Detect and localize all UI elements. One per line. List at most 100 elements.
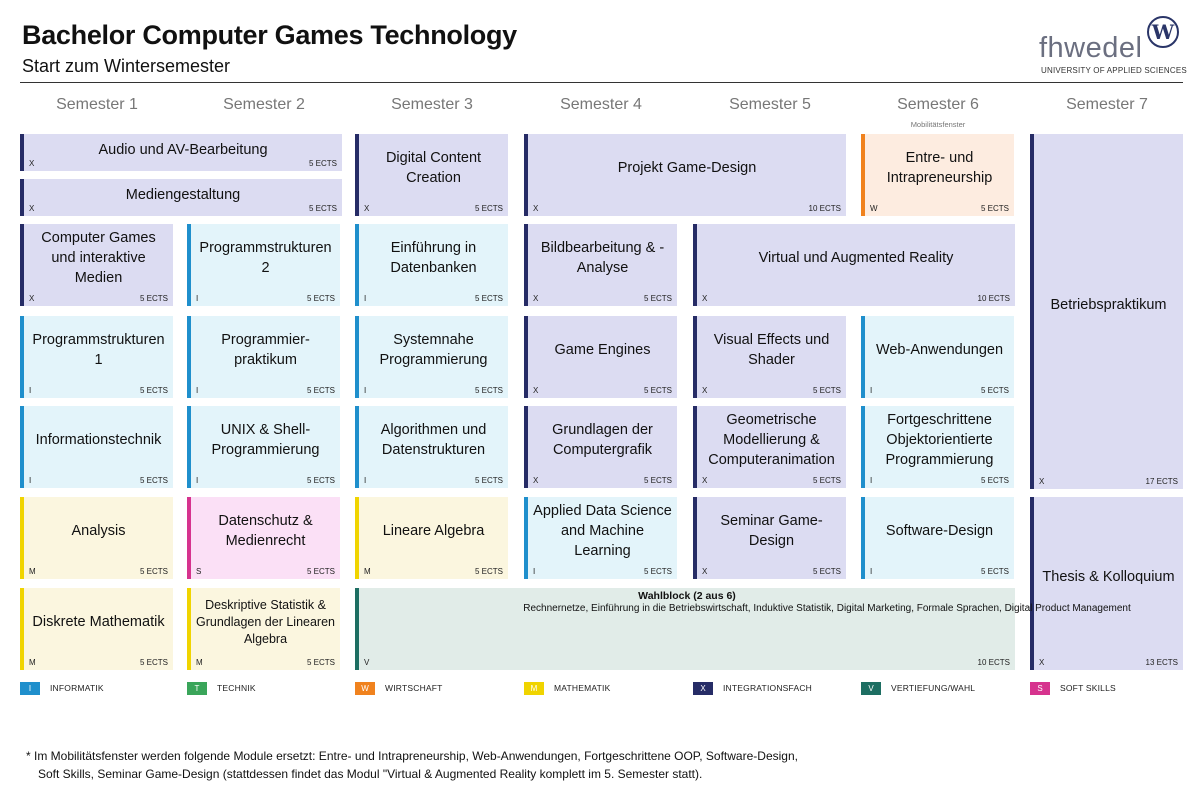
legend-swatch: W <box>355 681 375 695</box>
legend-label: VERTIEFUNG/WAHL <box>891 683 976 693</box>
legend-swatch: S <box>1030 681 1050 695</box>
module-cell: Lineare Algebra M 5 ECTS <box>355 497 508 579</box>
module-ects: 5 ECTS <box>308 204 337 213</box>
module-name: Algorithmen und Datenstrukturen <box>380 422 487 458</box>
module-code: X <box>533 204 539 213</box>
module-code: I <box>196 476 199 485</box>
legend-item: T TECHNIK <box>187 681 256 695</box>
module-code: X <box>29 159 35 168</box>
module-ects: 5 ECTS <box>643 476 672 485</box>
semester-header: Semester 1 <box>56 96 138 113</box>
legend-label: INTEGRATIONSFACH <box>723 683 812 693</box>
module-name: Software-Design <box>885 523 994 539</box>
legend-swatch: T <box>187 681 207 695</box>
module-code: M <box>29 658 36 667</box>
module-name: Lineare Algebra <box>382 523 485 539</box>
module-ects: 5 ECTS <box>139 386 168 395</box>
module-code: I <box>29 476 32 485</box>
module-code: I <box>364 386 367 395</box>
module-code: X <box>29 294 35 303</box>
module-code: I <box>196 386 199 395</box>
module-cell: Audio und AV-Bearbeitung X 5 ECTS <box>20 134 342 171</box>
module-code: X <box>364 204 370 213</box>
legend-swatch: I <box>20 681 40 695</box>
module-name: Seminar Game-Design <box>720 513 823 549</box>
module-cell: Deskriptive Statistik & Grundlagen der L… <box>187 588 340 670</box>
module-code: X <box>702 567 708 576</box>
legend-swatch: X <box>693 681 713 695</box>
semester-header: Semester 5 <box>729 96 811 113</box>
wahlblock-title: Wahlblock (2 aus 6) <box>638 590 736 602</box>
module-cell: Fortgeschrittene Objektorientierte Progr… <box>861 406 1014 488</box>
university-logo: fhwedel W UNIVERSITY OF APPLIED SCIENCES <box>1035 14 1187 78</box>
semester-header: Semester 2 <box>223 96 305 113</box>
legend-swatch: V <box>861 681 881 695</box>
legend-item: V VERTIEFUNG/WAHL <box>861 681 975 695</box>
page-title: Bachelor Computer Games Technology <box>22 20 517 50</box>
module-cell: Programmstrukturen 1 I 5 ECTS <box>20 316 173 398</box>
module-name: Computer Games und interaktive Medien <box>41 230 156 286</box>
legend-item: X INTEGRATIONSFACH <box>693 681 812 695</box>
module-ects: 5 ECTS <box>139 294 168 303</box>
module-cell: Virtual und Augmented Reality X 10 ECTS <box>693 224 1015 306</box>
module-name: Analysis <box>71 523 126 539</box>
module-name: Betriebspraktikum <box>1050 296 1167 313</box>
module-name: Web-Anwendungen <box>875 342 1004 358</box>
module-ects: 5 ECTS <box>643 567 672 576</box>
module-ects: 5 ECTS <box>980 386 1009 395</box>
module-code: I <box>870 567 873 576</box>
module-cell: Computer Games und interaktive Medien X 5 … <box>20 224 173 306</box>
module-name: Informationstechnik <box>35 432 162 448</box>
module-code: X <box>29 204 35 213</box>
module-cell: Game Engines X 5 ECTS <box>524 316 677 398</box>
module-cell: Mediengestaltung X 5 ECTS <box>20 179 342 216</box>
legend-label: TECHNIK <box>217 683 256 693</box>
module-ects: 5 ECTS <box>306 476 335 485</box>
module-cell: Visual Effects und Shader X 5 ECTS <box>693 316 846 398</box>
wahlblock-description: Rechnernetze, Einführung in die Betriebs… <box>523 602 1131 614</box>
module-ects: 5 ECTS <box>474 567 503 576</box>
module-cell: Algorithmen und Datenstrukturen I 5 ECTS <box>355 406 508 488</box>
module-ects: 5 ECTS <box>643 386 672 395</box>
module-name: Entre- und Intrapreneurship <box>886 150 993 186</box>
module-cell: Analysis M 5 ECTS <box>20 497 173 579</box>
module-ects: 5 ECTS <box>306 658 335 667</box>
module-code: M <box>29 567 36 576</box>
module-cell: Einführung in Datenbanken I 5 ECTS <box>355 224 508 306</box>
footnote-line-1: * Im Mobilitätsfenster werden folgende M… <box>26 749 798 763</box>
module-name: Fortgeschrittene Objektorientierte Progr… <box>885 412 994 468</box>
module-code: X <box>533 294 539 303</box>
module-ects: 5 ECTS <box>980 476 1009 485</box>
module-code: X <box>533 386 539 395</box>
module-name: Systemnahe Programmierung <box>379 332 488 368</box>
module-ects: 10 ECTS <box>977 294 1010 303</box>
module-cell: UNIX & Shell-Programmierung I 5 ECTS <box>187 406 340 488</box>
module-cell: Informationstechnik I 5 ECTS <box>20 406 173 488</box>
module-name: Datenschutz & Medienrecht <box>218 513 313 549</box>
module-ects: 5 ECTS <box>306 294 335 303</box>
module-name: Mediengestaltung <box>125 186 241 203</box>
logo-tagline: UNIVERSITY OF APPLIED SCIENCES <box>1041 66 1187 75</box>
module-name: Virtual und Augmented Reality <box>758 250 954 266</box>
module-cell: Betriebspraktikum X 17 ECTS <box>1030 134 1183 489</box>
module-ects: 5 ECTS <box>139 658 168 667</box>
module-cell: Grundlagen der Computergrafik X 5 ECTS <box>524 406 677 488</box>
module-cell: Seminar Game-Design X 5 ECTS <box>693 497 846 579</box>
module-name: Programmstrukturen 2 <box>199 240 332 276</box>
module-cell: Systemnahe Programmierung I 5 ECTS <box>355 316 508 398</box>
module-code: I <box>364 294 367 303</box>
module-ects: 5 ECTS <box>474 204 503 213</box>
module-code: X <box>702 294 708 303</box>
module-code: X <box>702 386 708 395</box>
module-cell: Programmstrukturen 2 I 5 ECTS <box>187 224 340 306</box>
module-cell: Geometrische Modellierung & Computeranim… <box>693 406 846 488</box>
legend-label: WIRTSCHAFT <box>385 683 443 693</box>
module-name: Geometrische Modellierung & Computeranim… <box>708 412 835 468</box>
module-name: Applied Data Science and Machine Learnin… <box>533 503 672 559</box>
module-wahlblock: Wahlblock (2 aus 6) Rechnernetze, Einfüh… <box>355 588 1131 670</box>
module-ects: 5 ECTS <box>474 294 503 303</box>
module-code: M <box>196 658 203 667</box>
module-code: V <box>364 658 370 667</box>
module-ects: 5 ECTS <box>474 386 503 395</box>
legend-item: W WIRTSCHAFT <box>355 681 443 695</box>
